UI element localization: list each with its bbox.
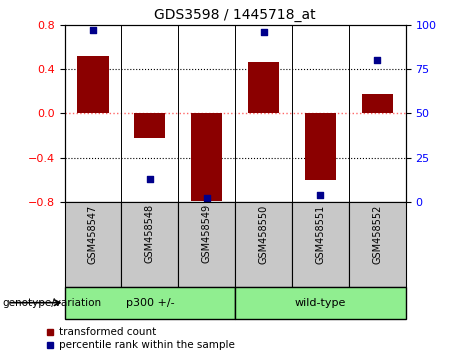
Text: wild-type: wild-type	[295, 298, 346, 308]
Point	[89, 27, 97, 33]
Point	[146, 176, 154, 182]
Bar	[134, 113, 165, 138]
Bar	[235, 287, 406, 319]
Bar	[349, 202, 406, 287]
Bar	[248, 62, 279, 113]
Bar	[77, 56, 109, 113]
Point	[203, 195, 210, 201]
Text: GSM458550: GSM458550	[259, 204, 269, 264]
Point	[260, 29, 267, 35]
Text: GSM458547: GSM458547	[88, 204, 98, 264]
Title: GDS3598 / 1445718_at: GDS3598 / 1445718_at	[154, 8, 316, 22]
Point	[317, 192, 324, 198]
Bar	[361, 95, 393, 113]
Text: p300 +/-: p300 +/-	[125, 298, 174, 308]
Point	[373, 57, 381, 63]
Bar	[65, 202, 121, 287]
Bar	[305, 113, 336, 180]
Bar	[178, 202, 235, 287]
Text: GSM458551: GSM458551	[315, 204, 325, 264]
Bar	[235, 202, 292, 287]
Text: GSM458549: GSM458549	[201, 204, 212, 263]
Legend: transformed count, percentile rank within the sample: transformed count, percentile rank withi…	[42, 323, 239, 354]
Bar	[191, 113, 222, 201]
Bar	[65, 287, 235, 319]
Text: GSM458548: GSM458548	[145, 204, 155, 263]
Bar	[292, 202, 349, 287]
Text: GSM458552: GSM458552	[372, 204, 382, 264]
Bar	[121, 202, 178, 287]
Text: genotype/variation: genotype/variation	[2, 298, 101, 308]
